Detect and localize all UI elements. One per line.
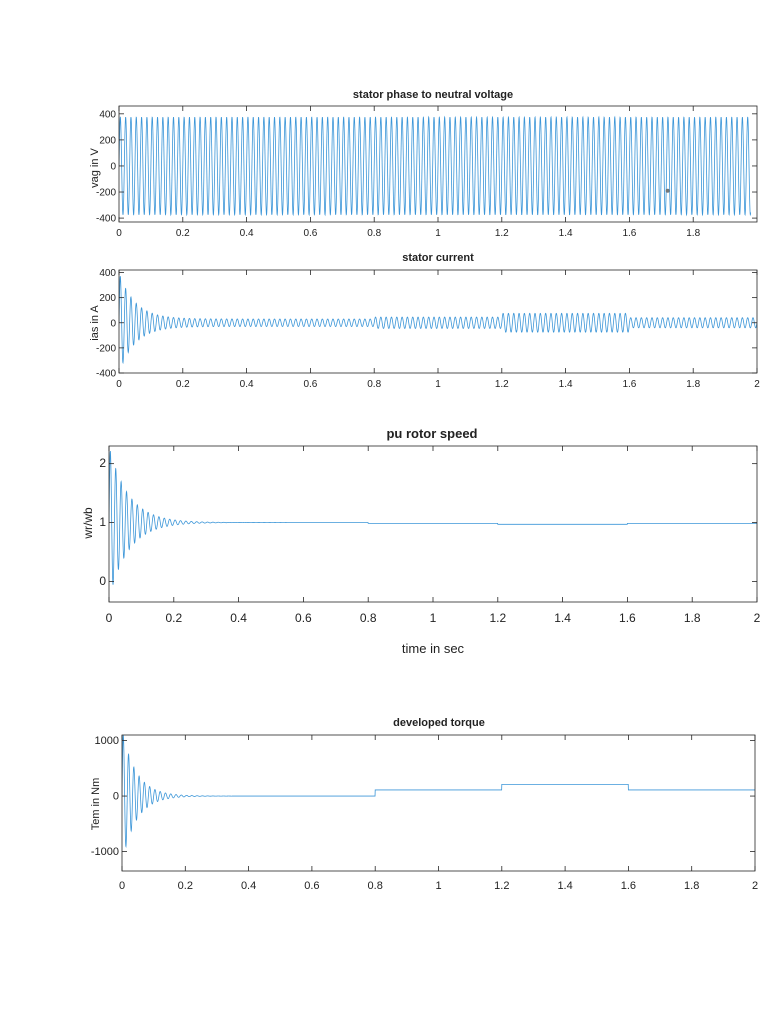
x-tick-label: 0.6 <box>304 880 319 892</box>
x-tick-label: 1.2 <box>489 611 506 625</box>
y-tick-label: -1000 <box>91 846 119 858</box>
x-tick-label: 2 <box>754 379 760 390</box>
x-tick-label: 0.4 <box>230 611 247 625</box>
y-tick-label: -400 <box>96 214 116 225</box>
x-tick-label: 0 <box>119 880 125 892</box>
y-tick-label: 400 <box>99 268 116 279</box>
x-tick-label: 0.2 <box>165 611 182 625</box>
x-tick-label: 1 <box>435 880 441 892</box>
stator-current-plot: stator current ias in A 0 0.2 0.4 0.6 0.8 1 1.… <box>89 252 760 390</box>
x-tick-label: 0.8 <box>367 379 381 390</box>
series-line <box>109 451 757 585</box>
developed-torque-plot: developed torque Tem in Nm 0 0.2 0.4 0.6 0.8… <box>90 717 758 892</box>
series-line <box>119 276 757 365</box>
x-tick-label: 0 <box>116 228 122 239</box>
x-tick-label: 1.4 <box>557 880 572 892</box>
x-tick-label: 2 <box>752 880 758 892</box>
x-tick-label: 1.8 <box>684 880 699 892</box>
x-tick-label: 0.6 <box>303 379 317 390</box>
x-tick-label: 1.2 <box>495 379 509 390</box>
y-axis-label: vag in V <box>89 147 101 187</box>
y-tick-label: 1000 <box>95 735 119 747</box>
x-tick-label: 0 <box>116 379 122 390</box>
x-tick-label: 1.6 <box>622 379 636 390</box>
stator-voltage-plot: stator phase to neutral voltage vag in V… <box>89 89 758 239</box>
y-tick-label: -200 <box>96 343 116 354</box>
plot-title: pu rotor speed <box>386 426 477 441</box>
x-tick-label: 1.4 <box>559 379 573 390</box>
plot-title: developed torque <box>393 717 485 729</box>
x-tick-label: 0.6 <box>303 228 317 239</box>
x-tick-label: 0.4 <box>241 880 256 892</box>
y-tick-label: 400 <box>99 109 116 120</box>
x-tick-label: 2 <box>754 611 761 625</box>
x-tick-label: 1 <box>435 228 441 239</box>
x-tick-label: 0.2 <box>176 379 190 390</box>
y-tick-label: 1 <box>99 515 106 529</box>
x-tick-label: 1.8 <box>686 379 700 390</box>
x-tick-label: 1 <box>430 611 437 625</box>
x-tick-label: 0.8 <box>368 880 383 892</box>
x-tick-label: 1.2 <box>495 228 509 239</box>
x-tick-label: 1.2 <box>494 880 509 892</box>
x-tick-label: 0.4 <box>240 379 254 390</box>
x-tick-label: 1.8 <box>684 611 701 625</box>
y-axis-label: wr/wb <box>81 507 95 540</box>
y-tick-label: 0 <box>110 161 116 172</box>
rotor-speed-plot: pu rotor speed wr/wb time in sec 0 0.2 0.4… <box>81 426 761 656</box>
x-tick-label: 1.6 <box>619 611 636 625</box>
y-tick-label: -200 <box>96 188 116 199</box>
x-axis-label: time in sec <box>402 641 465 656</box>
y-tick-label: -400 <box>96 369 116 380</box>
x-tick-label: 1.8 <box>686 228 700 239</box>
y-axis-label: ias in A <box>89 305 101 341</box>
y-tick-label: 0 <box>113 791 119 803</box>
axes-box <box>121 734 756 872</box>
plot-title: stator phase to neutral voltage <box>353 89 513 101</box>
y-tick-label: 0 <box>110 318 116 329</box>
y-tick-label: 2 <box>99 456 106 470</box>
x-tick-label: 1.6 <box>621 880 636 892</box>
x-tick-label: 0.2 <box>178 880 193 892</box>
x-tick-label: 0.8 <box>360 611 377 625</box>
x-tick-label: 1.4 <box>554 611 571 625</box>
y-tick-label: 200 <box>99 135 116 146</box>
plot-title: stator current <box>402 252 474 264</box>
x-tick-label: 1.6 <box>622 228 636 239</box>
y-tick-label: 200 <box>99 293 116 304</box>
x-tick-label: 0.2 <box>176 228 190 239</box>
axes-box <box>108 445 758 603</box>
data-point-marker <box>665 188 670 193</box>
x-tick-label: 0.6 <box>295 611 312 625</box>
y-tick-label: 0 <box>99 574 106 588</box>
x-tick-label: 0.8 <box>367 228 381 239</box>
y-axis-label: Tem in Nm <box>90 778 102 831</box>
x-tick-label: 1 <box>435 379 441 390</box>
x-tick-label: 0 <box>106 611 113 625</box>
x-tick-label: 1.4 <box>559 228 573 239</box>
series-line <box>119 115 752 217</box>
x-tick-label: 0.4 <box>240 228 254 239</box>
series-line <box>122 735 755 848</box>
